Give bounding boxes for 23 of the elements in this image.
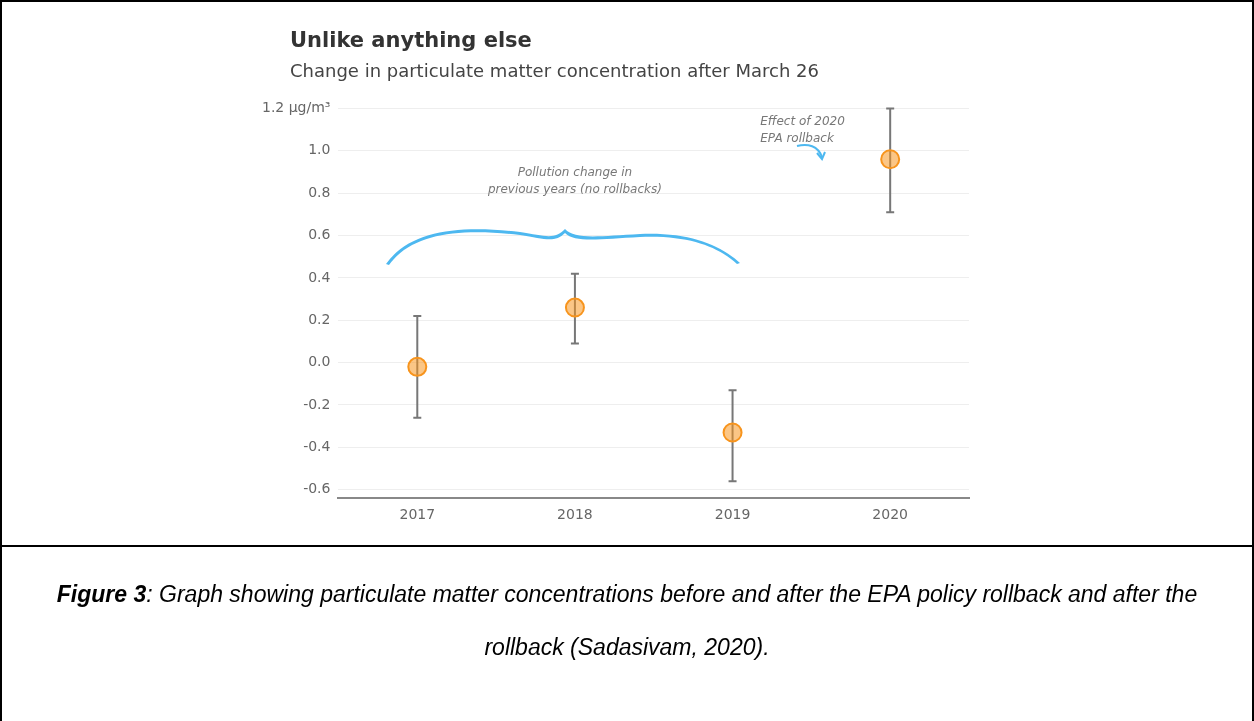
y-tick-label: 0.4 — [308, 268, 331, 285]
y-tick-label: 0.6 — [308, 226, 331, 243]
y-tick-label: 0.0 — [308, 353, 331, 370]
x-tick-label: 2018 — [557, 506, 593, 523]
x-tick-label: 2017 — [399, 506, 436, 523]
y-tick-label: -0.2 — [303, 395, 331, 412]
y-tick-label: -0.4 — [303, 438, 331, 454]
x-tick-label: 2019 — [714, 506, 751, 523]
annotation: Pollution change in previous years (no rollbacks) — [486, 165, 662, 197]
chart-title: Unlike anything else — [290, 28, 532, 52]
y-tick-label: 0.2 — [308, 310, 331, 327]
point — [407, 356, 428, 377]
point — [722, 422, 743, 443]
caption: Figure 3: Graph showing particulate matter concentrations before and after the EPA policy rollback and after the rollback (Sadasivam, 2020). — [55, 580, 1199, 662]
y-tick-label: -0.6 — [303, 480, 331, 497]
y-tick-label: 1.0 — [308, 141, 331, 158]
y-tick-label: 0.8 — [308, 183, 331, 200]
x-tick-label: 2020 — [872, 506, 908, 523]
chart-subtitle: Change in particulate matter concentration after March 26 — [290, 60, 819, 81]
y-tick-label: 1.2 µg/m³ — [261, 99, 331, 116]
point — [880, 149, 901, 170]
point — [564, 297, 585, 318]
annotation: Effect of 2020 EPA rollback — [760, 114, 846, 146]
